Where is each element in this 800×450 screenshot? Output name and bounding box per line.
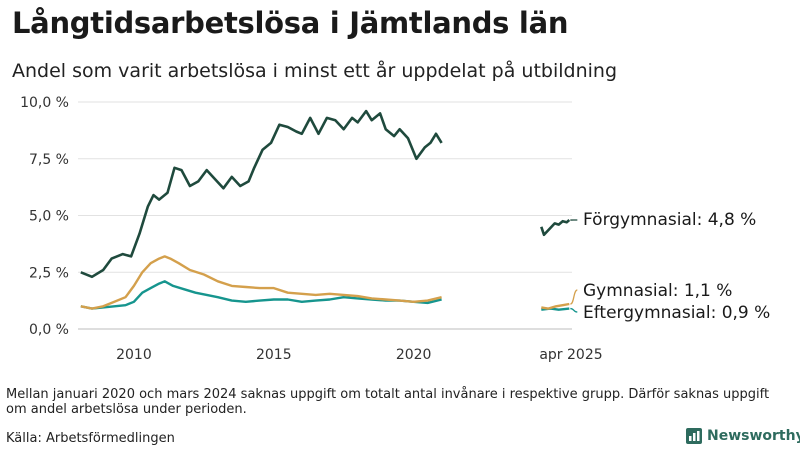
x-tick-label: 2010	[116, 347, 152, 363]
label-connector	[570, 307, 578, 313]
series-label-gymnasial: Gymnasial: 1,1 %	[583, 281, 732, 301]
footnote: Mellan januari 2020 och mars 2024 saknas…	[6, 387, 770, 417]
source-credit: Källa: Arbetsförmedlingen	[6, 431, 175, 446]
x-tick-label: 2015	[256, 347, 292, 363]
series-line-recent-f-rgymnasial	[540, 219, 571, 237]
brand-name: Newsworthy	[707, 428, 800, 444]
series-line-f-rgymnasial	[80, 109, 443, 279]
y-tick-label: 5,0 %	[29, 209, 69, 225]
newsworthy-logo-icon	[686, 428, 702, 444]
series-label-eftergymnasial: Eftergymnasial: 0,9 %	[583, 303, 770, 323]
x-tick-label-recent: apr 2025	[539, 347, 602, 363]
series-line-recent-gymnasial	[541, 302, 570, 310]
x-tick-label: 2020	[396, 347, 432, 363]
y-tick-label: 0,0 %	[29, 322, 69, 338]
chart-subtitle: Andel som varit arbetslösa i minst ett å…	[12, 60, 618, 82]
y-tick-label: 10,0 %	[20, 95, 69, 111]
y-tick-label: 2,5 %	[29, 265, 69, 281]
series-lines	[80, 109, 571, 311]
y-tick-label: 7,5 %	[29, 152, 69, 168]
x-axis-ticks: 2010 2015 2020 apr 2025	[116, 347, 603, 363]
chart-title: Långtidsarbetslösa i Jämtlands län	[12, 6, 569, 40]
series-labels: Förgymnasial: 4,8 % Gymnasial: 1,1 %Efter…	[570, 210, 770, 323]
grid-lines	[78, 101, 572, 330]
y-axis-ticks: 0,0 % 2,5 % 5,0 % 7,5 % 10,0 %	[20, 95, 69, 338]
line-chart: 0,0 % 2,5 % 5,0 % 7,5 % 10,0 % 2010 2015 2020 a…	[20, 95, 770, 363]
brand-logo: Newsworthy	[686, 428, 800, 444]
series-line-gymnasial	[80, 255, 442, 310]
series-label-f-rgymnasial: Förgymnasial: 4,8 %	[583, 210, 756, 230]
label-connector	[570, 289, 578, 305]
